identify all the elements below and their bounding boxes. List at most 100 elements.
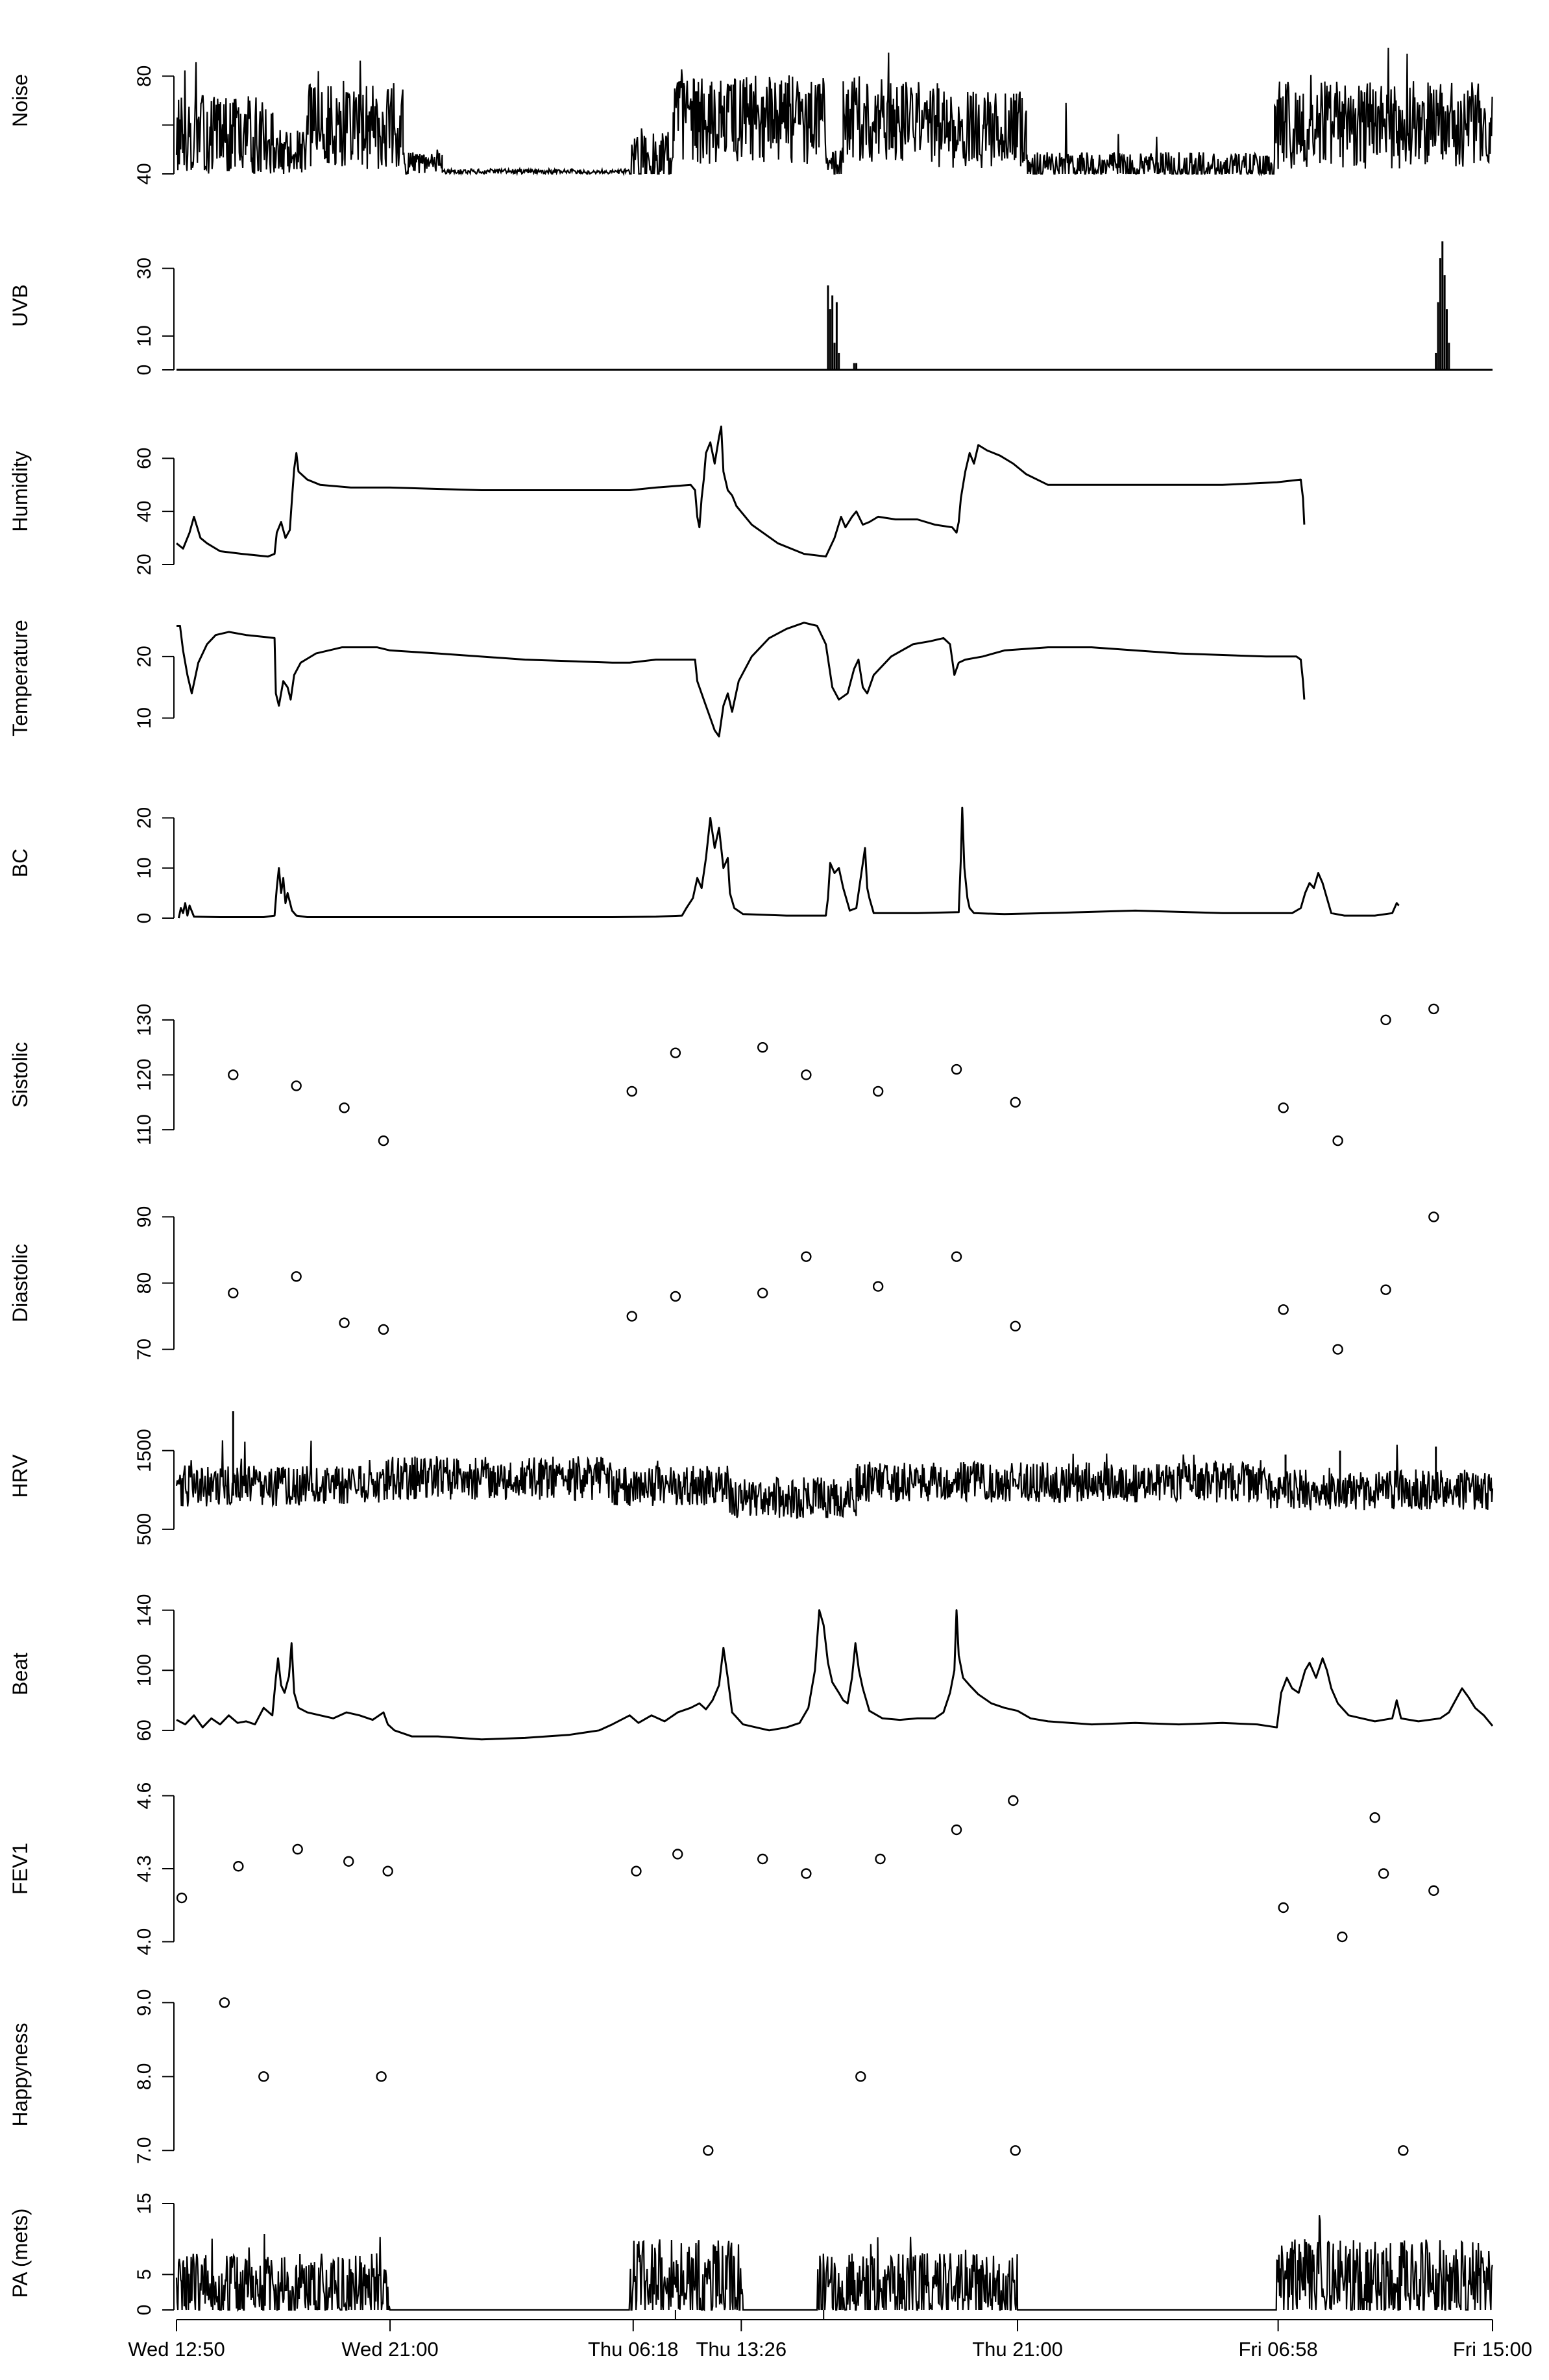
y-tick-label: 110: [134, 1114, 155, 1145]
data-point: [258, 2071, 269, 2082]
series-trace: [175, 47, 1493, 176]
panel-humidity: 20 40 60 Humidity: [8, 425, 1306, 576]
y-tick-label: 4.0: [134, 1928, 155, 1956]
x-axis: Wed 12:50 Wed 21:00 Thu 06:18 Thu 13:26 Thu …: [128, 2310, 1532, 2361]
y-tick-label: 15: [134, 2192, 155, 2214]
data-point: [1010, 1097, 1021, 1108]
data-point: [670, 1291, 681, 1302]
y-tick-label: 140: [134, 1594, 155, 1627]
data-point: [1010, 1320, 1021, 1332]
y-axis-title: Beat: [8, 1653, 32, 1695]
y-tick-label: 90: [134, 1206, 155, 1228]
y-axis-title: Temperature: [8, 620, 32, 736]
data-point: [1278, 1102, 1289, 1113]
data-point: [670, 1047, 681, 1058]
data-point: [233, 1861, 244, 1872]
data-point: [951, 1824, 962, 1836]
data-point: [801, 1868, 812, 1879]
data-point: [228, 1287, 239, 1299]
y-tick-label: 500: [134, 1513, 155, 1546]
data-point: [1337, 1931, 1348, 1943]
data-point: [1332, 1135, 1343, 1147]
data-point: [176, 1892, 188, 1904]
data-point: [1278, 1304, 1289, 1315]
data-point: [855, 2071, 866, 2082]
panel-pa: 0 5 15 PA (mets): [8, 2192, 1493, 2315]
y-tick-label: 70: [134, 1339, 155, 1360]
series-line: [177, 807, 1400, 919]
y-tick-label: 40: [134, 163, 155, 184]
data-point: [801, 1069, 812, 1080]
y-tick-label: 80: [134, 66, 155, 87]
panel-beat: 60 100 140 Beat: [8, 1594, 1494, 1742]
data-point: [626, 1311, 637, 1322]
data-point: [951, 1251, 962, 1262]
y-tick-label: 130: [134, 1004, 155, 1036]
y-axis-title: Sistolic: [8, 1042, 32, 1108]
series-trace: [175, 1440, 1494, 1519]
y-tick-label: 9.0: [134, 1989, 155, 2017]
data-point: [292, 1843, 303, 1855]
data-point: [672, 1849, 683, 1860]
panel-diastolic: 70 80 90 Diastolic: [8, 1206, 1439, 1360]
data-point: [291, 1271, 302, 1282]
panel-temperature: 10 20 Temperature: [8, 620, 1306, 738]
data-point: [1278, 1902, 1289, 1913]
data-point: [1369, 1812, 1380, 1823]
x-tick-label: Thu 13:26: [696, 2338, 787, 2361]
y-tick-label: 5: [134, 2269, 155, 2280]
panel-noise: 40 80 Noise: [8, 47, 1493, 185]
data-point: [626, 1086, 637, 1097]
panel-uvb: 0 10 30 UVB: [8, 241, 1493, 375]
y-tick-label: 0: [134, 365, 155, 376]
y-axis-title: UVB: [8, 284, 32, 327]
data-point: [343, 1856, 354, 1867]
x-tick-label: Fri 15:00: [1453, 2338, 1532, 2361]
x-tick-label: Thu 06:18: [588, 2338, 679, 2361]
panel-bc: 0 10 20 BC: [8, 807, 1400, 924]
data-point: [376, 2071, 387, 2082]
data-point: [1380, 1284, 1391, 1295]
y-axis-title: PA (mets): [8, 2208, 32, 2298]
data-point: [291, 1080, 302, 1091]
data-point: [703, 2145, 714, 2156]
x-tick-label: Fri 06:58: [1238, 2338, 1317, 2361]
data-point: [378, 1324, 389, 1335]
y-tick-label: 10: [134, 707, 155, 729]
data-point: [801, 1251, 812, 1262]
x-tick-label: Thu 21:00: [972, 2338, 1063, 2361]
y-tick-label: 40: [134, 500, 155, 522]
data-point: [339, 1317, 350, 1328]
y-tick-label: 10: [134, 325, 155, 346]
data-point: [872, 1281, 884, 1292]
y-tick-label: 20: [134, 553, 155, 575]
y-tick-label: 0: [134, 913, 155, 924]
data-point: [219, 1997, 230, 2008]
y-tick-label: 60: [134, 448, 155, 469]
y-tick-label: 8.0: [134, 2063, 155, 2090]
y-tick-label: 120: [134, 1058, 155, 1091]
data-point: [757, 1853, 768, 1865]
data-point: [951, 1063, 962, 1075]
y-axis-title: HRV: [8, 1454, 32, 1498]
data-point: [1428, 1003, 1439, 1015]
data-point: [1010, 2145, 1021, 2156]
y-tick-label: 80: [134, 1272, 155, 1294]
series-line: [177, 622, 1306, 738]
y-tick-label: 4.6: [134, 1782, 155, 1810]
y-tick-label: 10: [134, 857, 155, 879]
data-point: [228, 1069, 239, 1080]
x-tick-label: Wed 21:00: [341, 2338, 438, 2361]
data-point: [1428, 1211, 1439, 1222]
y-axis-title: Happyness: [8, 2022, 32, 2126]
data-point: [1008, 1795, 1019, 1806]
y-tick-label: 7.0: [134, 2137, 155, 2164]
y-axis-title: FEV1: [8, 1843, 32, 1895]
panel-hrv: 500 1500 HRV: [8, 1411, 1494, 1546]
y-tick-label: 60: [134, 1719, 155, 1741]
x-tick-label: Wed 12:50: [128, 2338, 225, 2361]
y-tick-label: 4.3: [134, 1855, 155, 1882]
data-point: [1332, 1344, 1343, 1355]
data-point: [1378, 1868, 1389, 1879]
data-point: [872, 1086, 884, 1097]
